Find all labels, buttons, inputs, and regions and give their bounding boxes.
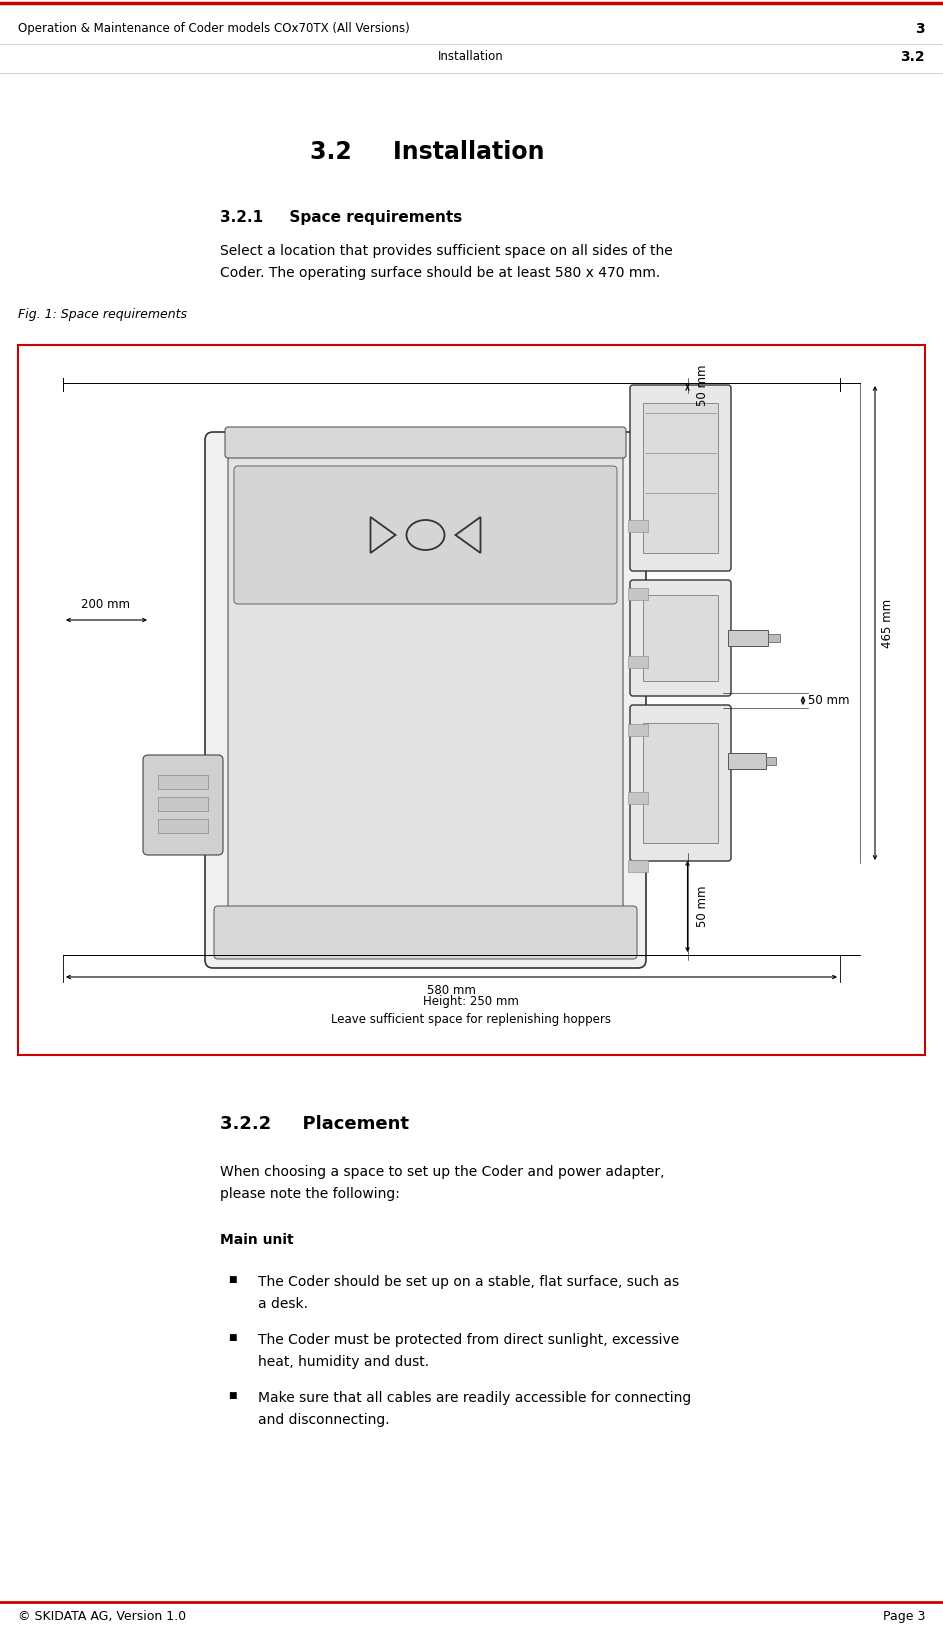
FancyBboxPatch shape	[214, 906, 637, 959]
Text: 3.2.2     Placement: 3.2.2 Placement	[220, 1116, 409, 1134]
Text: Operation & Maintenance of Coder models COx70TX (All Versions): Operation & Maintenance of Coder models …	[18, 21, 410, 34]
Bar	[643, 402, 718, 553]
Bar	[18, 345, 925, 1055]
Text: 50 mm: 50 mm	[696, 365, 708, 406]
Text: Page 3: Page 3	[883, 1610, 925, 1623]
Bar	[628, 587, 648, 600]
Bar	[628, 656, 648, 667]
Bar	[158, 797, 208, 811]
Text: a desk.: a desk.	[258, 1297, 308, 1310]
Bar	[643, 596, 718, 681]
FancyBboxPatch shape	[630, 705, 731, 861]
Text: Fig. 1: Space requirements: Fig. 1: Space requirements	[18, 308, 187, 321]
Bar	[158, 775, 208, 789]
Text: please note the following:: please note the following:	[220, 1188, 400, 1201]
Bar	[768, 635, 780, 641]
Text: Main unit: Main unit	[220, 1234, 293, 1247]
Bar	[643, 723, 718, 843]
FancyBboxPatch shape	[228, 455, 623, 946]
Text: 3: 3	[916, 21, 925, 36]
FancyBboxPatch shape	[205, 432, 646, 969]
Text: Height: 250 mm: Height: 250 mm	[423, 995, 519, 1008]
Text: 465 mm: 465 mm	[881, 599, 894, 648]
Text: ■: ■	[228, 1333, 237, 1342]
FancyBboxPatch shape	[225, 427, 626, 458]
Text: heat, humidity and dust.: heat, humidity and dust.	[258, 1355, 429, 1369]
Bar	[158, 820, 208, 833]
Bar	[766, 756, 776, 764]
Text: Select a location that provides sufficient space on all sides of the: Select a location that provides sufficie…	[220, 244, 672, 258]
Bar	[728, 753, 766, 769]
Bar	[628, 861, 648, 872]
Bar	[628, 725, 648, 736]
FancyBboxPatch shape	[630, 581, 731, 695]
Text: 3.2     Installation: 3.2 Installation	[310, 141, 544, 164]
Text: © SKIDATA AG, Version 1.0: © SKIDATA AG, Version 1.0	[18, 1610, 186, 1623]
Text: ■: ■	[228, 1274, 237, 1284]
Text: 50 mm: 50 mm	[696, 885, 708, 928]
Text: Leave sufficient space for replenishing hoppers: Leave sufficient space for replenishing …	[331, 1013, 611, 1026]
Text: Coder. The operating surface should be at least 580 x 470 mm.: Coder. The operating surface should be a…	[220, 267, 660, 280]
Text: 50 mm: 50 mm	[808, 694, 850, 707]
Text: and disconnecting.: and disconnecting.	[258, 1414, 389, 1427]
Text: 3.2: 3.2	[901, 51, 925, 64]
Bar	[628, 520, 648, 532]
Text: Installation: Installation	[438, 51, 504, 64]
Text: 200 mm: 200 mm	[81, 599, 130, 610]
Bar	[728, 630, 768, 646]
FancyBboxPatch shape	[234, 466, 617, 604]
Text: ■: ■	[228, 1391, 237, 1400]
Bar	[628, 792, 648, 803]
Text: 580 mm: 580 mm	[427, 983, 476, 996]
Text: The Coder must be protected from direct sunlight, excessive: The Coder must be protected from direct …	[258, 1333, 679, 1346]
FancyBboxPatch shape	[630, 384, 731, 571]
Text: When choosing a space to set up the Coder and power adapter,: When choosing a space to set up the Code…	[220, 1165, 665, 1180]
Text: The Coder should be set up on a stable, flat surface, such as: The Coder should be set up on a stable, …	[258, 1274, 679, 1289]
Text: Make sure that all cables are readily accessible for connecting: Make sure that all cables are readily ac…	[258, 1391, 691, 1405]
FancyBboxPatch shape	[143, 754, 223, 856]
Text: 3.2.1     Space requirements: 3.2.1 Space requirements	[220, 209, 462, 226]
